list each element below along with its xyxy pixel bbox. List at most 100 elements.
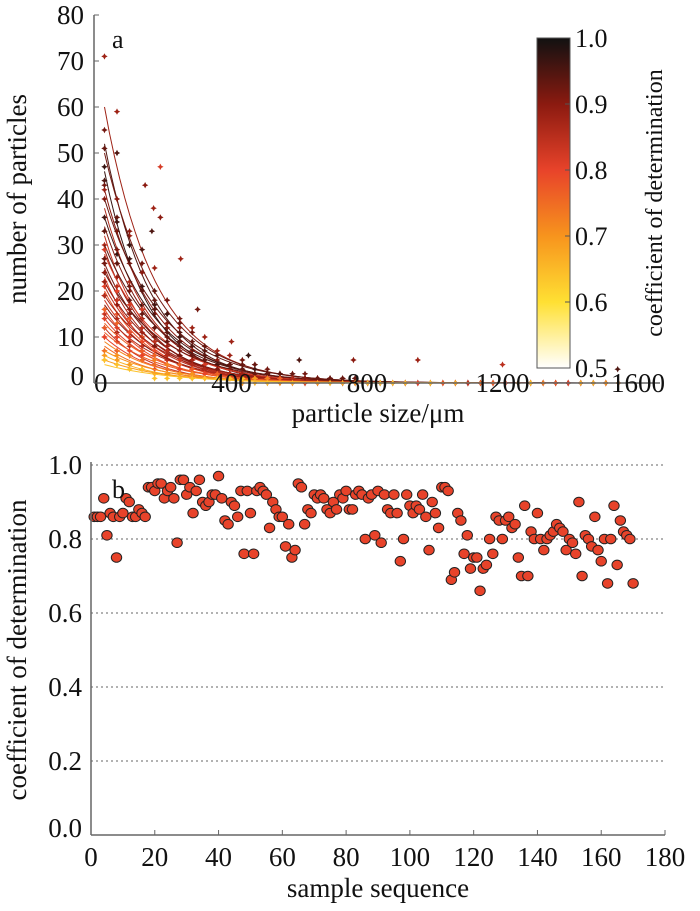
data-point — [176, 315, 183, 322]
data-point — [416, 489, 429, 500]
data-point — [126, 301, 133, 308]
data-point — [113, 195, 121, 203]
data-point — [214, 366, 221, 373]
data-point — [226, 352, 234, 359]
data-point — [163, 370, 171, 377]
data-point — [483, 533, 496, 545]
data-point — [126, 255, 133, 262]
data-point — [429, 507, 442, 519]
data-point — [201, 361, 208, 368]
x-tick-label: 1600 — [611, 368, 665, 398]
data-point — [264, 370, 271, 377]
data-point — [276, 511, 289, 523]
data-point — [214, 370, 221, 377]
data-point — [189, 361, 196, 368]
data-point — [151, 333, 158, 341]
y-tick-label: 0.6 — [48, 598, 82, 628]
data-point — [151, 310, 158, 318]
data-point — [101, 177, 108, 184]
data-point — [101, 126, 108, 134]
data-point — [113, 251, 121, 258]
data-point — [394, 555, 407, 567]
data-point — [101, 352, 108, 359]
data-point — [239, 366, 246, 373]
data-point — [601, 578, 614, 589]
data-point — [238, 548, 250, 560]
data-point — [247, 548, 260, 560]
data-point — [163, 366, 171, 373]
data-point — [423, 544, 435, 556]
colorbar-tick-label: 0.6 — [575, 288, 608, 317]
colorbar-gradient — [536, 37, 571, 369]
data-point — [101, 315, 108, 322]
data-point — [189, 356, 196, 364]
panel-b-y-label: coefficient of determination — [2, 499, 32, 800]
data-point — [295, 481, 308, 493]
data-point — [126, 329, 133, 336]
data-point — [509, 518, 521, 530]
y-tick-label: 40 — [57, 184, 84, 214]
data-point — [126, 343, 133, 350]
data-point — [163, 320, 171, 327]
colorbar-tick-label: 0.7 — [575, 222, 608, 251]
data-point — [113, 352, 121, 359]
data-point — [251, 361, 259, 368]
data-point — [138, 301, 146, 308]
data-point — [326, 375, 334, 382]
data-point — [245, 352, 252, 359]
data-point — [177, 474, 190, 486]
data-point — [126, 297, 133, 304]
data-point — [350, 356, 357, 364]
data-point — [194, 306, 201, 313]
y-tick-label: 10 — [57, 322, 84, 352]
data-point — [176, 366, 183, 373]
data-point — [176, 352, 183, 359]
data-point — [101, 241, 108, 249]
y-tick-label: 60 — [57, 92, 84, 122]
data-point — [151, 301, 158, 308]
data-point — [163, 375, 171, 382]
panel-a: a 0 400 800 1200 1600 0 10 20 30 40 50 60 70 80 parti… — [2, 0, 668, 428]
data-point — [168, 493, 180, 504]
data-point — [113, 320, 121, 327]
data-point — [101, 53, 108, 60]
data-point — [113, 301, 121, 308]
data-point — [214, 347, 221, 354]
panel-b-x-label: sample sequence — [287, 873, 469, 903]
data-point — [305, 507, 317, 519]
data-point — [126, 352, 133, 359]
data-point — [627, 578, 639, 589]
data-point — [101, 333, 108, 341]
data-point — [113, 149, 121, 157]
data-point — [226, 361, 234, 368]
data-point — [397, 533, 410, 545]
data-point — [113, 356, 121, 364]
data-point — [531, 507, 544, 519]
data-point — [163, 352, 171, 359]
y-tick-label: 0.0 — [48, 813, 82, 843]
data-point — [608, 500, 620, 512]
data-point — [458, 548, 470, 560]
data-point — [176, 338, 183, 345]
data-point — [138, 310, 146, 318]
data-point — [401, 489, 413, 500]
data-point — [251, 375, 259, 382]
data-point — [201, 343, 208, 350]
y-tick-label: 0.2 — [48, 746, 82, 776]
data-point — [189, 343, 196, 350]
data-point — [151, 264, 158, 272]
data-point — [163, 338, 171, 345]
data-point — [289, 375, 296, 382]
data-point — [592, 544, 604, 556]
data-point — [176, 320, 183, 327]
data-point — [151, 375, 158, 382]
colorbar-tick-label: 0.8 — [575, 156, 608, 185]
data-point — [139, 511, 151, 523]
data-point — [557, 526, 569, 537]
data-point — [163, 324, 171, 331]
data-point — [138, 246, 146, 253]
data-point — [239, 361, 246, 368]
data-point — [113, 274, 121, 281]
data-point — [432, 522, 445, 534]
